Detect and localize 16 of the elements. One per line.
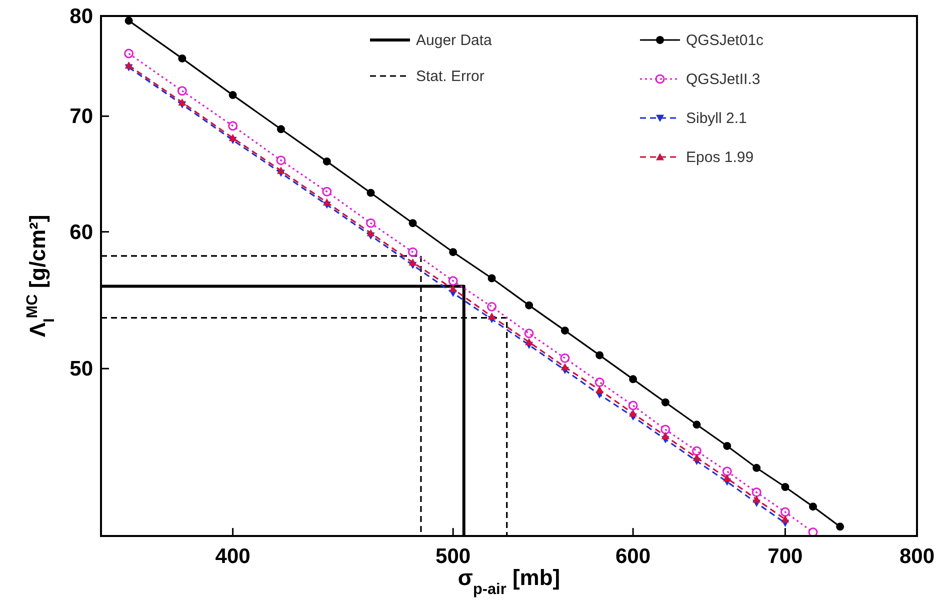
legend-label: Epos 1.99 <box>686 149 754 166</box>
x-tick-label: 700 <box>768 545 803 568</box>
legend-label: Sibyll 2.1 <box>686 110 747 127</box>
x-tick-label: 800 <box>899 545 935 568</box>
y-tick-label: 60 <box>70 220 93 244</box>
x-tick-label: 500 <box>436 545 471 568</box>
y-tick-label: 70 <box>70 105 93 128</box>
x-tick-label: 400 <box>215 545 250 568</box>
legend-label: Auger Data <box>416 32 493 49</box>
y-tick-label: 50 <box>70 358 93 381</box>
x-tick-label: 600 <box>616 545 651 568</box>
x-axis-title: σ$_{p-air}$ [mb] <box>458 565 560 598</box>
legend-label: QGSJet01c <box>686 32 764 49</box>
legend-label: QGSJetII.3 <box>686 71 760 88</box>
y-tick-label: 80 <box>70 5 93 28</box>
legend-label: Stat. Error <box>416 68 484 85</box>
